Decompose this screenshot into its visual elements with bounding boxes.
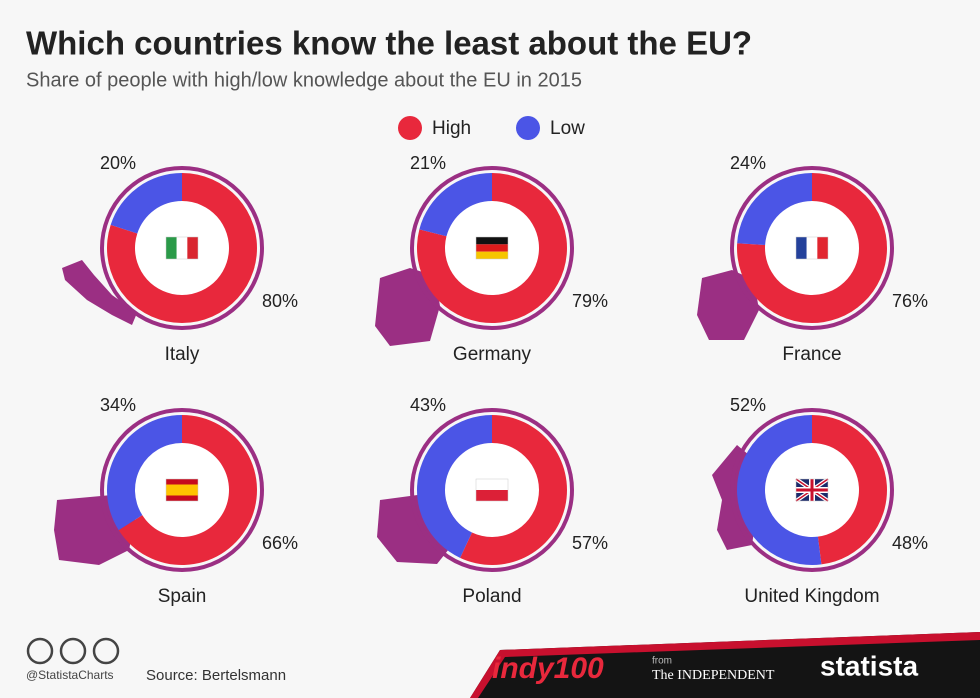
donut-slice bbox=[417, 173, 567, 323]
category-label: Germany bbox=[453, 344, 532, 365]
legend-label: Low bbox=[550, 118, 585, 139]
donut-ring bbox=[730, 408, 894, 572]
flag-border bbox=[475, 236, 509, 260]
partner: The INDEPENDENT bbox=[652, 668, 775, 683]
donut: 48% 52% United Kingdom bbox=[712, 395, 928, 607]
legend-swatch bbox=[516, 116, 540, 140]
flag-stripe bbox=[176, 237, 188, 259]
flag-stripe bbox=[806, 237, 818, 259]
cc-icon bbox=[26, 637, 54, 665]
donut-slice bbox=[737, 173, 812, 246]
flag-stripe bbox=[476, 237, 508, 245]
donut-slice bbox=[106, 414, 182, 531]
donut-ring bbox=[410, 408, 574, 572]
donut-ring bbox=[100, 166, 264, 330]
value-label: 79% bbox=[572, 291, 608, 311]
country-shape bbox=[62, 260, 137, 325]
donut-slice bbox=[419, 173, 492, 237]
value-label: 57% bbox=[572, 533, 608, 553]
flag-stripe bbox=[476, 490, 508, 501]
value-label: 80% bbox=[262, 291, 298, 311]
category-label: France bbox=[782, 344, 841, 365]
donut-ring bbox=[730, 166, 894, 330]
category-label: Spain bbox=[158, 586, 207, 607]
value-label: 21% bbox=[410, 153, 446, 173]
flag-stripe bbox=[187, 237, 198, 259]
donut-slice bbox=[460, 415, 568, 565]
donut-slice bbox=[110, 173, 182, 234]
publisher: statista bbox=[820, 650, 918, 681]
donut-ring bbox=[410, 166, 574, 330]
value-label: 52% bbox=[730, 395, 766, 415]
nd-icon bbox=[92, 637, 120, 665]
flag-cross bbox=[796, 479, 828, 501]
flag-stripe bbox=[476, 479, 508, 490]
flag-border bbox=[165, 236, 199, 260]
flag-stripe bbox=[796, 237, 807, 259]
flag-stripe bbox=[817, 237, 828, 259]
value-label: 20% bbox=[100, 153, 136, 173]
donut-ring bbox=[100, 408, 264, 572]
flag-border bbox=[795, 478, 829, 502]
category-label: Italy bbox=[165, 344, 200, 365]
chart-title: Which countries know the least about the… bbox=[26, 25, 752, 62]
flag-stripe bbox=[476, 251, 508, 259]
donut: 79% 21% Germany bbox=[375, 153, 608, 365]
chart-subtitle: Share of people with high/low knowledge … bbox=[26, 69, 582, 91]
value-label: 66% bbox=[262, 533, 298, 553]
value-label: 24% bbox=[730, 153, 766, 173]
flag-stripe bbox=[166, 237, 177, 259]
donut: 66% 34% Spain bbox=[54, 395, 298, 607]
legend-label: High bbox=[432, 118, 471, 139]
donut: 76% 24% France bbox=[697, 153, 928, 365]
legend-swatch bbox=[398, 116, 422, 140]
donut: 80% 20% Italy bbox=[62, 153, 298, 365]
value-label: 48% bbox=[892, 533, 928, 553]
flag-border bbox=[475, 478, 509, 502]
category-label: United Kingdom bbox=[744, 586, 879, 607]
footer-stripe bbox=[470, 632, 980, 698]
donut-slice bbox=[812, 415, 888, 565]
value-label: 43% bbox=[410, 395, 446, 415]
donut-slice bbox=[737, 173, 887, 323]
brand: indy100 bbox=[492, 652, 604, 685]
by-icon bbox=[59, 637, 87, 665]
source: Source: Bertelsmann bbox=[146, 667, 286, 684]
flag-stripe bbox=[476, 244, 508, 252]
donut-slice bbox=[107, 173, 257, 323]
flag-border bbox=[165, 478, 199, 502]
credit: @StatistaCharts bbox=[26, 668, 114, 682]
category-label: Poland bbox=[462, 586, 521, 607]
footer: @StatistaCharts Source: Bertelsmann indy… bbox=[26, 632, 980, 698]
donut-slice bbox=[417, 414, 492, 558]
donut: 57% 43% Poland bbox=[377, 395, 608, 607]
donut-slice bbox=[737, 415, 822, 565]
donut-slice bbox=[118, 415, 257, 565]
value-label: 76% bbox=[892, 291, 928, 311]
from: from bbox=[652, 656, 672, 667]
value-label: 34% bbox=[100, 395, 136, 415]
flag-stripe bbox=[166, 484, 198, 496]
flag-border bbox=[795, 236, 829, 260]
